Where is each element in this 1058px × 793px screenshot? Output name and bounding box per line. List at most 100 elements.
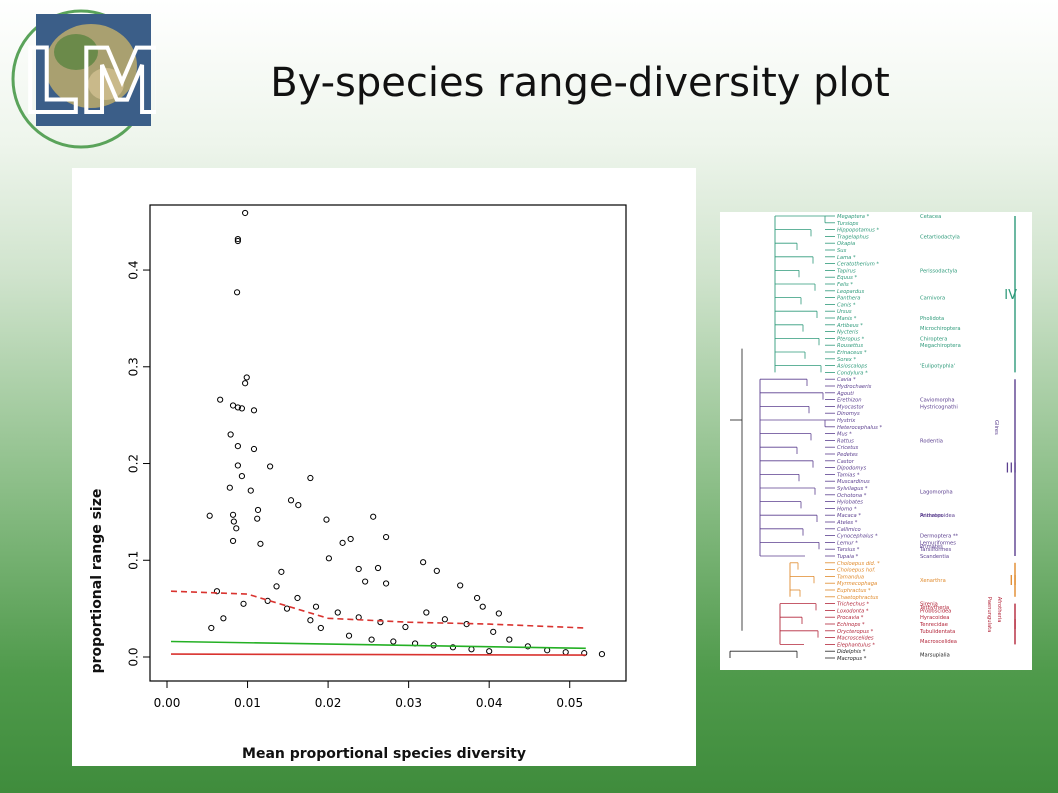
scatter-plot: 0.00 0.01 0.02 0.03 0.04 0.05 0.0 0.1 0.2 0.3 0.4 xyxy=(127,204,627,710)
fit-line xyxy=(170,640,586,650)
taxon-label: Loxodonta * xyxy=(837,608,869,614)
taxon-label: Lama * xyxy=(837,255,856,261)
x-tick-label: 0.02 xyxy=(315,696,342,710)
taxon-label: Choloepus hof. xyxy=(837,568,876,574)
data-point xyxy=(234,462,241,469)
taxon-label: Hippopotamus * xyxy=(837,228,879,234)
data-point xyxy=(377,619,384,626)
taxon-label: Ursus xyxy=(837,309,852,315)
taxon-label: Castor xyxy=(837,459,855,465)
data-point xyxy=(273,583,280,590)
y-tick-label: 0.0 xyxy=(127,647,141,666)
taxon-label: Tapirus xyxy=(837,268,856,274)
data-point xyxy=(206,512,213,519)
data-point xyxy=(355,565,362,573)
data-point xyxy=(347,535,354,543)
taxon-label: Hystrix xyxy=(837,418,856,424)
clade-label: Primates xyxy=(920,513,943,519)
taxon-label: Echinops * xyxy=(837,622,865,628)
data-point xyxy=(230,518,237,525)
taxon-label: Tamandua xyxy=(837,574,864,580)
data-point xyxy=(254,515,261,522)
taxon-label: Myrmecophaga xyxy=(837,581,877,587)
data-point xyxy=(598,650,606,658)
taxon-label: Tragelaphus xyxy=(837,234,869,240)
clade-label: Macroscelidea xyxy=(920,639,957,645)
y-tick-label: 0.3 xyxy=(127,357,141,376)
data-point xyxy=(390,638,397,645)
taxon-label: Tursiops xyxy=(837,221,859,227)
clade-label: Caviomorpha xyxy=(920,398,955,404)
data-point xyxy=(220,615,227,622)
data-point xyxy=(217,396,224,403)
taxon-label: Cavia * xyxy=(837,377,856,383)
clade-label: Megachiroptera xyxy=(920,343,961,349)
taxon-label: Canis * xyxy=(837,302,856,308)
taxon-label: Macroscelides xyxy=(837,636,874,642)
taxon-label: Callimico xyxy=(837,527,861,533)
data-point xyxy=(449,644,457,651)
taxon-label: Artibeus * xyxy=(836,323,863,329)
clade-label: Carnivora xyxy=(920,296,945,302)
group-numeral: I xyxy=(1013,618,1017,633)
data-point xyxy=(238,472,246,480)
clade-label: Tubulidentata xyxy=(919,629,955,635)
clade-label: Perissodactyla xyxy=(920,268,957,274)
clade-label: Cetacea xyxy=(920,214,941,220)
taxon-label: Sylvilagus * xyxy=(837,486,868,492)
x-axis-label: Mean proportional species diversity xyxy=(242,746,526,762)
data-point xyxy=(242,380,249,387)
data-point xyxy=(524,643,531,650)
data-point xyxy=(254,506,262,514)
x-tick-label: 0.05 xyxy=(556,696,583,710)
taxon-label: Trichechus * xyxy=(837,602,869,608)
data-point xyxy=(307,474,314,482)
fit-line xyxy=(170,590,586,629)
bracket-label: Paenungulata xyxy=(986,597,992,633)
data-points xyxy=(206,209,606,658)
taxon-label: Choloepus did. * xyxy=(837,561,880,567)
y-tick-label: 0.1 xyxy=(127,551,141,570)
clade-label: Tarsiiformes xyxy=(919,547,951,553)
taxon-label: Nycteris xyxy=(837,330,859,336)
data-point xyxy=(234,237,241,245)
taxon-label: Dinomys xyxy=(837,411,860,417)
data-point xyxy=(370,513,377,520)
data-point xyxy=(420,559,427,566)
data-point xyxy=(382,580,390,587)
logo-text: LM xyxy=(22,30,156,133)
slide-title: By-species range-diversity plot xyxy=(270,60,890,106)
data-point xyxy=(479,603,486,610)
bracket-label: Afrotheria xyxy=(996,597,1002,623)
data-point xyxy=(229,511,237,518)
clade-label: Lagomorpha xyxy=(920,489,953,495)
taxon-label: Felis * xyxy=(837,282,853,288)
taxon-label: Okapia xyxy=(837,241,855,247)
phylogeny-panel: Megaptera * Tursiops Hippopotamus * Tragela… xyxy=(720,212,1032,670)
taxon-label: Muscardinus xyxy=(837,479,870,485)
data-point xyxy=(283,605,291,612)
data-point xyxy=(266,463,274,470)
taxon-label: Cynocephalus * xyxy=(837,534,878,540)
taxon-label: Tamias * xyxy=(837,472,860,478)
data-point xyxy=(441,616,448,623)
clade-label: Hystricognathi xyxy=(920,404,958,410)
data-point xyxy=(234,404,241,411)
data-point xyxy=(234,235,241,243)
data-point xyxy=(233,289,241,296)
data-point xyxy=(339,539,346,546)
data-point xyxy=(243,374,250,381)
data-point xyxy=(468,646,475,653)
taxon-label: Rattus xyxy=(837,438,854,444)
clade-label: Tethytheria xyxy=(919,605,949,611)
data-point xyxy=(486,648,493,655)
taxon-label: Pteropus * xyxy=(837,336,865,342)
data-point xyxy=(334,609,341,616)
data-point xyxy=(278,568,285,575)
data-point xyxy=(474,594,481,602)
clade-label: Anthropoidea xyxy=(920,513,955,519)
data-point xyxy=(247,487,254,494)
data-point xyxy=(325,555,332,562)
taxon-label: Ateles * xyxy=(836,520,858,526)
